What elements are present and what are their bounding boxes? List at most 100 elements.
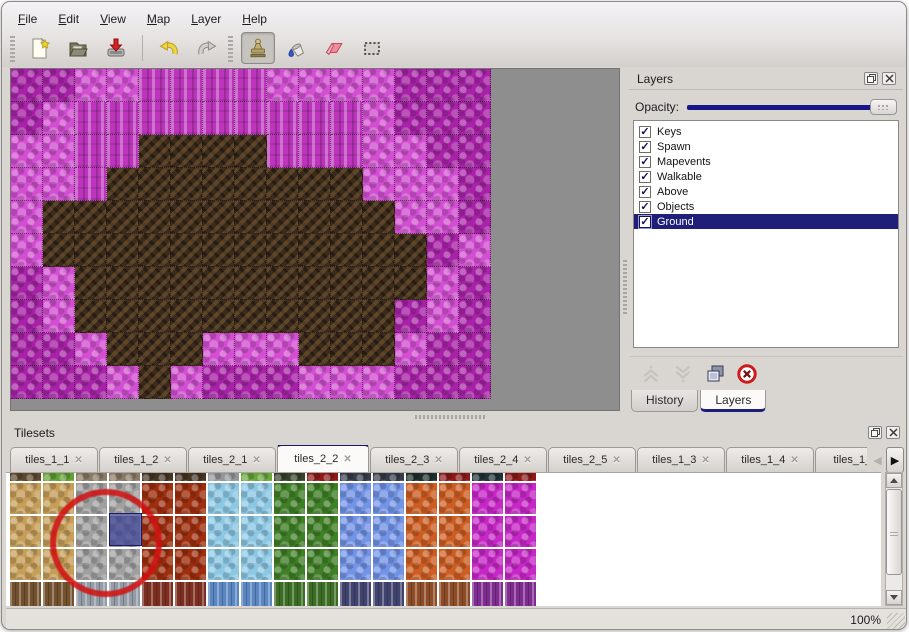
tileset-tile[interactable] (142, 483, 173, 514)
tileset-tile[interactable] (274, 516, 305, 547)
layer-row-spawn[interactable]: ✓ Spawn (634, 139, 898, 154)
map-tile-dark-brown-rock[interactable] (107, 300, 139, 333)
map-tile-light-pink-scales[interactable] (107, 69, 139, 102)
map-tile-magenta-columns[interactable] (331, 102, 363, 135)
map-tile-light-pink-scales[interactable] (427, 201, 459, 234)
map-tile-dark-brown-rock[interactable] (299, 267, 331, 300)
map-tile-dark-magenta[interactable] (459, 366, 491, 399)
layer-visibility-checkbox[interactable]: ✓ (639, 140, 651, 153)
map-tile-dark-magenta[interactable] (235, 366, 267, 399)
map-tile-light-pink-scales[interactable] (267, 333, 299, 366)
dock-tab-history[interactable]: History (631, 390, 699, 412)
map-tile-dark-brown-rock[interactable] (107, 201, 139, 234)
tab-close-icon[interactable]: ✕ (74, 454, 83, 466)
tileset-tile[interactable] (142, 473, 173, 481)
delete-layer-button[interactable] (735, 362, 759, 386)
map-tile-dark-magenta[interactable] (459, 267, 491, 300)
select-tool-button[interactable] (355, 32, 389, 64)
scroll-tabs-left-button[interactable]: ◀ (870, 449, 885, 472)
map-tile-dark-brown-rock[interactable] (331, 300, 363, 333)
map-tile-dark-brown-rock[interactable] (299, 234, 331, 267)
tileset-tile[interactable] (373, 582, 404, 606)
map-tile-dark-brown-rock[interactable] (75, 267, 107, 300)
map-tile-light-pink-scales[interactable] (363, 69, 395, 102)
map-tile-dark-magenta[interactable] (203, 366, 235, 399)
map-tile-dark-magenta[interactable] (395, 366, 427, 399)
map-tile-dark-brown-rock[interactable] (43, 234, 75, 267)
close-panel-button[interactable] (882, 72, 896, 85)
map-tile-dark-brown-rock[interactable] (203, 267, 235, 300)
open-file-button[interactable] (61, 32, 95, 64)
tileset-tile[interactable] (10, 516, 41, 547)
tileset-tile[interactable] (472, 549, 503, 580)
tileset-tab-tiles_1_2[interactable]: tiles_1_2 ✕ (99, 447, 187, 472)
tileset-tile[interactable] (208, 473, 239, 481)
tileset-tile[interactable] (307, 582, 338, 606)
tileset-tile[interactable] (439, 516, 470, 547)
map-tile-dark-magenta[interactable] (395, 69, 427, 102)
tileset-tile[interactable] (406, 582, 437, 606)
tab-close-icon[interactable]: ✕ (523, 454, 532, 466)
float-panel-button[interactable] (868, 426, 882, 439)
tileset-tile[interactable] (208, 483, 239, 514)
map-tile-dark-magenta[interactable] (427, 135, 459, 168)
map-tile-light-pink-scales[interactable] (299, 366, 331, 399)
map-tile-dark-brown-rock[interactable] (363, 300, 395, 333)
map-tile-dark-brown-rock[interactable] (235, 300, 267, 333)
map-tile-light-pink-scales[interactable] (331, 366, 363, 399)
map-tile-dark-brown-rock[interactable] (363, 201, 395, 234)
layer-row-above[interactable]: ✓ Above (634, 184, 898, 199)
opacity-slider[interactable] (687, 98, 897, 116)
tileset-tab-tiles_1_[interactable]: tiles_1_✕ (815, 447, 867, 472)
tileset-tab-tiles_2_1[interactable]: tiles_2_1 ✕ (188, 447, 276, 472)
map-tile-dark-brown-rock[interactable] (299, 300, 331, 333)
tileset-tile[interactable] (439, 483, 470, 514)
tileset-tile[interactable] (175, 483, 206, 514)
layer-row-keys[interactable]: ✓ Keys (634, 124, 898, 139)
map-tile-dark-brown-rock[interactable] (171, 267, 203, 300)
tileset-tile[interactable] (505, 582, 536, 606)
tileset-tab-tiles_1_4[interactable]: tiles_1_4 ✕ (726, 447, 814, 472)
map-tile-dark-magenta[interactable] (459, 135, 491, 168)
tileset-tab-tiles_1_1[interactable]: tiles_1_1 ✕ (10, 447, 98, 472)
tileset-tile[interactable] (274, 483, 305, 514)
map-tile-dark-brown-rock[interactable] (235, 135, 267, 168)
map-tile-light-pink-scales[interactable] (299, 69, 331, 102)
map-tile-light-pink-scales[interactable] (43, 168, 75, 201)
map-tile-dark-magenta[interactable] (427, 333, 459, 366)
map-tile-dark-magenta[interactable] (75, 366, 107, 399)
layer-visibility-checkbox[interactable]: ✓ (639, 170, 651, 183)
tileset-tile[interactable] (109, 473, 140, 481)
layer-row-walkable[interactable]: ✓ Walkable (634, 169, 898, 184)
layer-visibility-checkbox[interactable]: ✓ (639, 185, 651, 198)
tileset-tile[interactable] (373, 483, 404, 514)
map-tile-light-pink-scales[interactable] (43, 300, 75, 333)
map-tile-dark-magenta[interactable] (459, 69, 491, 102)
tileset-tile[interactable] (241, 549, 272, 580)
menu-item-file[interactable]: File (18, 12, 38, 26)
map-tile-dark-brown-rock[interactable] (139, 267, 171, 300)
tileset-tile[interactable] (307, 483, 338, 514)
map-tile-dark-brown-rock[interactable] (299, 201, 331, 234)
tileset-tile[interactable] (241, 483, 272, 514)
menu-item-edit[interactable]: Edit (58, 12, 80, 26)
map-tile-dark-brown-rock[interactable] (331, 333, 363, 366)
tileset-tile[interactable] (472, 516, 503, 547)
map-tile-dark-brown-rock[interactable] (331, 234, 363, 267)
map-tile-light-pink-scales[interactable] (11, 135, 43, 168)
map-tile-grid[interactable] (11, 69, 491, 399)
tileset-tile[interactable] (274, 549, 305, 580)
tileset-tile[interactable] (274, 473, 305, 481)
map-tile-dark-brown-rock[interactable] (203, 300, 235, 333)
map-tile-dark-brown-rock[interactable] (203, 168, 235, 201)
save-button[interactable] (99, 32, 133, 64)
map-tile-light-pink-scales[interactable] (427, 300, 459, 333)
tab-close-icon[interactable]: ✕ (252, 454, 261, 466)
tileset-tile[interactable] (340, 582, 371, 606)
map-tile-dark-brown-rock[interactable] (363, 267, 395, 300)
horizontal-splitter[interactable] (10, 412, 903, 421)
map-tile-dark-brown-rock[interactable] (139, 168, 171, 201)
map-tile-dark-brown-rock[interactable] (107, 234, 139, 267)
tileset-tile[interactable] (241, 473, 272, 481)
menu-item-layer[interactable]: Layer (191, 12, 222, 26)
